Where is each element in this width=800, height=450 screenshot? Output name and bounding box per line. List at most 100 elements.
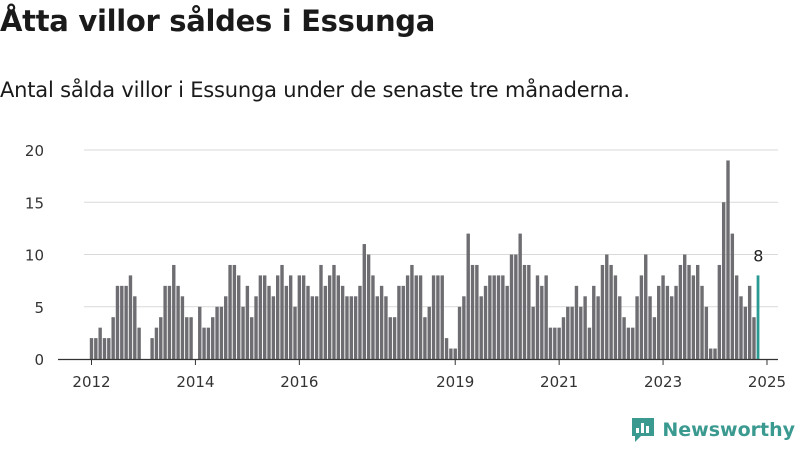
bar	[418, 275, 423, 359]
bar	[605, 254, 609, 359]
bar	[314, 296, 319, 359]
bar	[609, 264, 613, 359]
bar-highlight	[756, 275, 760, 359]
bar	[336, 275, 341, 359]
bar	[670, 296, 674, 359]
bar	[687, 264, 691, 359]
bar	[717, 264, 722, 359]
bar	[250, 317, 254, 359]
bar	[691, 275, 696, 359]
bar	[306, 285, 310, 359]
bar	[509, 254, 514, 359]
bar	[133, 296, 137, 359]
bar	[219, 306, 224, 359]
bar	[288, 275, 293, 359]
bar	[700, 285, 704, 359]
bar	[258, 275, 263, 359]
bar	[457, 306, 462, 359]
bar	[453, 348, 457, 359]
x-tick-label: 2012	[72, 373, 110, 391]
bar	[713, 348, 717, 359]
y-tick-label: 10	[25, 247, 44, 265]
bar	[544, 275, 548, 359]
bar	[540, 285, 544, 359]
bar	[470, 264, 475, 359]
bar	[440, 275, 444, 359]
bar	[739, 296, 743, 359]
bar	[215, 306, 219, 359]
x-tick-label: 2014	[176, 373, 214, 391]
bar	[379, 285, 384, 359]
bar	[358, 285, 362, 359]
bar	[639, 275, 644, 359]
bar	[410, 264, 414, 359]
bar	[241, 306, 245, 359]
y-tick-label: 0	[34, 351, 44, 369]
bar	[237, 275, 241, 359]
bar	[462, 296, 466, 359]
bar	[297, 275, 302, 359]
bar	[704, 306, 709, 359]
bar	[747, 285, 752, 359]
bar	[172, 264, 176, 359]
bar	[427, 306, 431, 359]
bar	[176, 285, 180, 359]
bar	[730, 233, 735, 359]
x-tick-label: 2016	[280, 373, 318, 391]
newsworthy-logo-icon	[632, 418, 655, 442]
bar	[449, 348, 453, 359]
bar	[561, 317, 566, 359]
bar	[553, 327, 557, 359]
bar	[345, 296, 349, 359]
bar	[280, 264, 284, 359]
bar	[501, 275, 505, 359]
bar	[492, 275, 496, 359]
bar	[618, 296, 622, 359]
bar	[275, 275, 280, 359]
highlight-value-label: 8	[753, 246, 763, 265]
bar	[128, 275, 133, 359]
x-tick-label: 2023	[644, 373, 682, 391]
bar	[154, 327, 159, 359]
bar	[665, 285, 670, 359]
bar	[180, 296, 185, 359]
bar	[271, 296, 276, 359]
bar	[293, 306, 297, 359]
bar	[734, 275, 739, 359]
bar	[579, 306, 583, 359]
bar	[405, 275, 410, 359]
bar	[696, 264, 700, 359]
bar	[721, 202, 726, 359]
bar	[163, 285, 167, 359]
bar	[107, 338, 111, 359]
bar	[518, 233, 522, 359]
bar	[496, 275, 501, 359]
bar	[466, 233, 470, 359]
bar	[678, 264, 683, 359]
brand-logo: Newsworthy	[630, 414, 795, 446]
bar	[124, 285, 128, 359]
bar	[349, 296, 353, 359]
bar	[683, 254, 687, 359]
bar	[566, 306, 570, 359]
bar	[224, 296, 228, 359]
y-tick-label: 20	[25, 142, 44, 160]
bar	[475, 264, 479, 359]
bar	[570, 306, 574, 359]
bar	[522, 264, 527, 359]
bar	[167, 285, 172, 359]
bar	[596, 296, 600, 359]
bar	[613, 275, 618, 359]
bar	[228, 264, 232, 359]
bar	[743, 306, 748, 359]
bar	[635, 296, 639, 359]
bar	[583, 296, 587, 359]
x-tick-label: 2025	[748, 373, 786, 391]
bar	[557, 327, 561, 359]
bar	[752, 317, 756, 359]
bar	[548, 327, 553, 359]
bar	[150, 338, 154, 359]
bar	[388, 317, 392, 359]
bar	[94, 338, 98, 359]
